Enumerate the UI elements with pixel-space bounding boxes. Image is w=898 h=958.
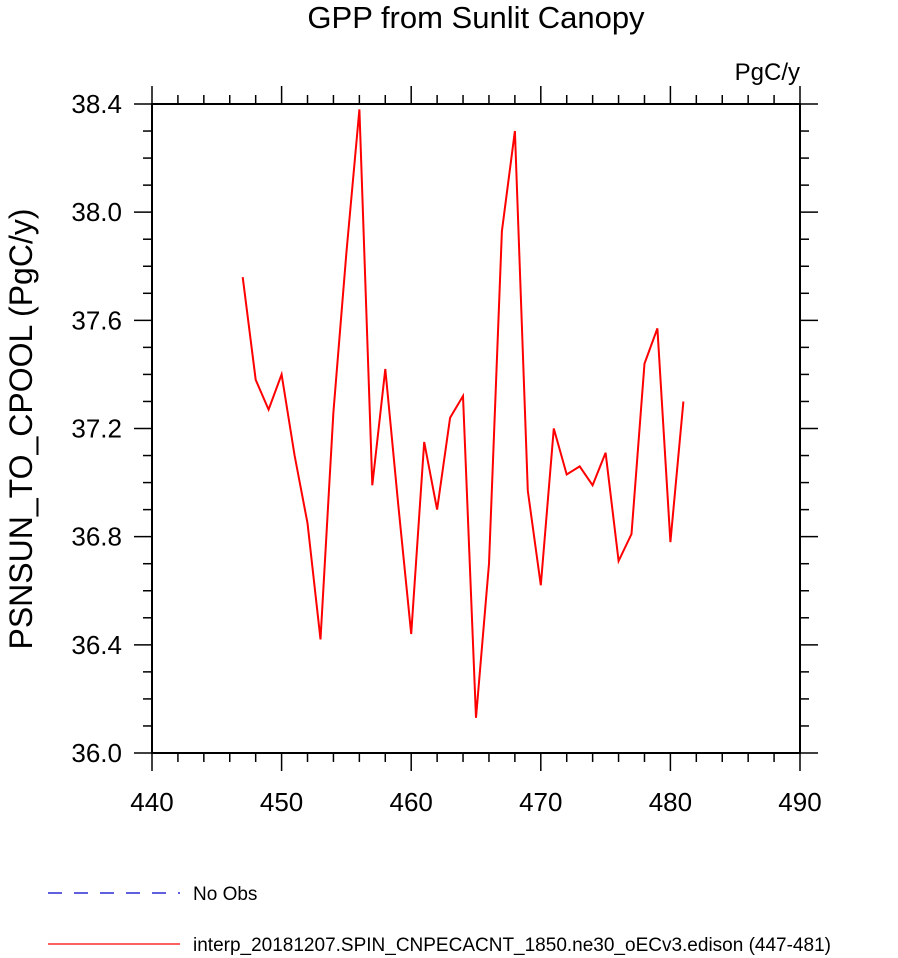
y-axis-label: PSNSUN_TO_CPOOL (PgC/y) xyxy=(3,209,39,650)
x-tick-label: 470 xyxy=(519,787,562,817)
y-tick-label: 36.8 xyxy=(71,522,122,552)
legend: No Obs interp_20181207.SPIN_CNPECACNT_185… xyxy=(48,884,831,956)
chart-title: GPP from Sunlit Canopy xyxy=(307,0,645,35)
y-tick-label: 36.0 xyxy=(71,738,122,768)
x-tick-label: 490 xyxy=(778,787,821,817)
units-label: PgC/y xyxy=(735,59,800,86)
y-tick-label: 38.4 xyxy=(71,89,122,119)
axis-ticks xyxy=(134,86,818,771)
x-tick-label: 460 xyxy=(390,787,433,817)
y-tick-label: 37.2 xyxy=(71,414,122,444)
axis-tick-labels: 440 450 460 470 480 490 36.0 36.4 36.8 37.2 37.6 38… xyxy=(71,89,821,817)
x-tick-label: 450 xyxy=(260,787,303,817)
x-tick-label: 440 xyxy=(130,787,173,817)
plot-frame xyxy=(151,103,801,754)
legend-label: interp_20181207.SPIN_CNPECACNT_1850.ne30… xyxy=(193,935,831,956)
y-tick-label: 36.4 xyxy=(71,630,122,660)
series-layer xyxy=(241,109,685,718)
x-tick-label: 480 xyxy=(649,787,692,817)
series-line xyxy=(241,109,685,718)
y-tick-label: 38.0 xyxy=(71,197,122,227)
legend-label: No Obs xyxy=(193,884,257,905)
y-tick-label: 37.6 xyxy=(71,305,122,335)
